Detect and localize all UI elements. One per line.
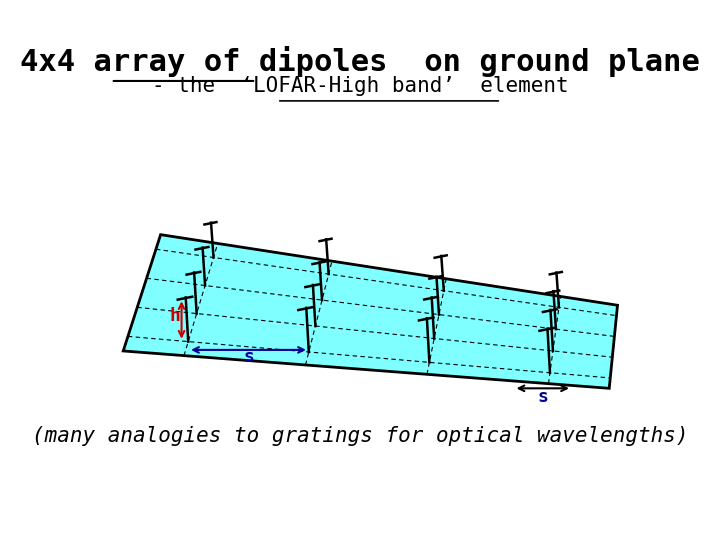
Text: h: h xyxy=(170,307,181,325)
Text: - the  ‘LOFAR-High band’  element: - the ‘LOFAR-High band’ element xyxy=(152,76,568,96)
Text: s: s xyxy=(537,388,548,407)
Text: (many analogies to gratings for optical wavelengths): (many analogies to gratings for optical … xyxy=(32,427,688,447)
Text: s: s xyxy=(243,348,254,366)
Polygon shape xyxy=(123,235,618,388)
Text: 4x4 array of dipoles  on ground plane: 4x4 array of dipoles on ground plane xyxy=(20,46,700,77)
